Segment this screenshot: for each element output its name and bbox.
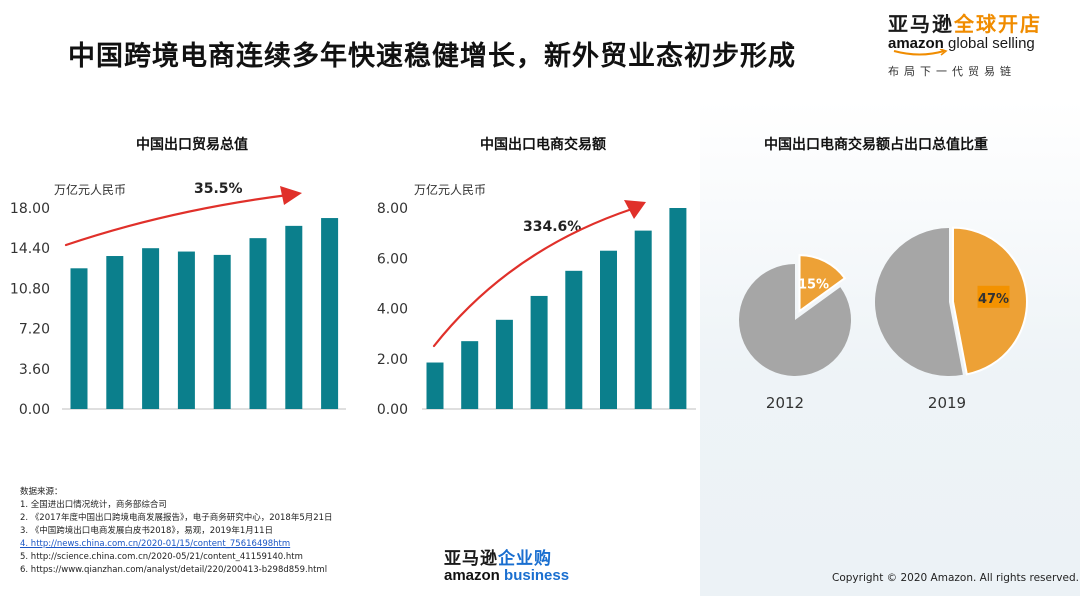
- y-tick-label: 0.00: [19, 402, 50, 418]
- bar: [177, 251, 195, 409]
- y-tick-label: 6.00: [377, 251, 408, 267]
- y-tick-label: 18.00: [10, 201, 50, 217]
- pie-value-label: 15%: [798, 278, 829, 293]
- chart3-title: 中国出口电商交易额占出口总值比重: [764, 137, 988, 153]
- source-item-4[interactable]: 4. http://news.china.com.cn/2020-01/15/c…: [20, 539, 291, 549]
- chart2-plot: 0.00 2.00 4.00 6.00 8.00: [377, 200, 696, 418]
- chart2-title: 中国出口电商交易额: [480, 137, 606, 153]
- chart2-unit: 万亿元人民币: [414, 183, 487, 197]
- pie-slice-rest: [739, 264, 851, 376]
- bar: [213, 254, 231, 409]
- chart1-plot: 0.00 3.60 7.20 10.80 14.40 18.00: [10, 186, 346, 418]
- bar: [634, 230, 652, 409]
- brand-tagline: 布局下一代贸易链: [888, 65, 1016, 78]
- page-title: 中国跨境电商连续多年快速稳健增长，新外贸业态初步形成: [68, 41, 796, 72]
- amazon-global-selling-logo: 亚马逊全球开店 amazon global selling 布局下一代贸易链: [888, 8, 1068, 79]
- bar: [249, 238, 267, 409]
- chart3-pies: 15% 2012 47% 2019: [739, 226, 1028, 412]
- biz-cn-part1: 亚马逊: [444, 549, 498, 569]
- biz-en-amazon: amazon: [444, 567, 500, 584]
- chart1-unit: 万亿元人民币: [54, 183, 127, 197]
- bar: [565, 270, 583, 409]
- y-tick-label: 2.00: [377, 352, 408, 368]
- amazon-business-logo: 亚马逊企业购 amazon business: [444, 544, 569, 584]
- sources-heading: 数据来源：: [20, 487, 63, 497]
- pie-label-box: [977, 285, 1010, 308]
- bar: [142, 248, 160, 409]
- brand-cn: 亚马逊全球开店: [888, 8, 1068, 37]
- sources: 数据来源： 1. 全国进出口情况统计，商务部综合司 2. 《2017年度中国出口…: [20, 486, 333, 577]
- bar: [461, 341, 479, 409]
- bar: [600, 250, 617, 409]
- source-item-2: 2. 《2017年度中国出口跨境电商发展报告》，电子商务研究中心，2018年5月…: [20, 513, 333, 523]
- source-item-6: 6. https://www.qianzhan.com/analyst/deta…: [20, 565, 328, 575]
- pie-slice-highlight: [798, 254, 847, 314]
- pie-value-label: 47%: [978, 292, 1009, 307]
- pie-year-label: 2012: [766, 394, 804, 412]
- bar: [70, 268, 88, 409]
- source-item-5: 5. http://science.china.com.cn/2020-05/2…: [20, 552, 303, 562]
- trend-arrow-head: [280, 186, 302, 205]
- bar: [321, 218, 339, 409]
- biz-cn-part2: 企业购: [498, 549, 552, 569]
- source-item-1: 1. 全国进出口情况统计，商务部综合司: [20, 500, 167, 510]
- chart1-growth-label: 35.5%: [194, 181, 243, 197]
- bar: [495, 319, 513, 409]
- y-tick-label: 7.20: [19, 322, 50, 338]
- pie-slice-rest: [875, 228, 963, 376]
- biz-cn: 亚马逊企业购: [444, 544, 569, 569]
- biz-en-business: business: [504, 567, 570, 584]
- trend-arrow-line: [432, 207, 634, 348]
- bar: [285, 225, 303, 409]
- y-tick-label: 0.00: [377, 402, 408, 418]
- y-tick-label: 14.40: [10, 241, 50, 257]
- biz-en: amazon business: [444, 567, 569, 584]
- trend-arrow-head: [624, 200, 646, 219]
- bar: [426, 362, 444, 409]
- brand-en-amazon: amazon: [888, 35, 944, 52]
- copyright: Copyright © 2020 Amazon. All rights rese…: [832, 572, 1079, 584]
- y-tick-label: 8.00: [377, 201, 408, 217]
- brand-cn-part2: 全球开店: [954, 12, 1042, 36]
- brand-en: amazon global selling: [888, 35, 1068, 52]
- brand-en-global-selling: global selling: [943, 35, 1035, 52]
- y-tick-label: 3.60: [19, 362, 50, 378]
- chart2-growth-label: 334.6%: [523, 219, 582, 235]
- trend-arrow-line: [64, 193, 290, 247]
- source-item-3: 3. 《中国跨境出口电商发展白皮书2018》，易观，2019年1月11日: [20, 526, 274, 536]
- pie-year-label: 2019: [928, 394, 966, 412]
- brand-cn-part1: 亚马逊: [888, 12, 954, 36]
- chart1-title: 中国出口贸易总值: [136, 137, 248, 153]
- y-tick-label: 10.80: [10, 281, 50, 297]
- bar: [669, 208, 687, 409]
- smile-icon: [893, 49, 948, 56]
- bar: [106, 256, 124, 409]
- y-tick-label: 4.00: [377, 302, 408, 318]
- bar: [530, 295, 548, 409]
